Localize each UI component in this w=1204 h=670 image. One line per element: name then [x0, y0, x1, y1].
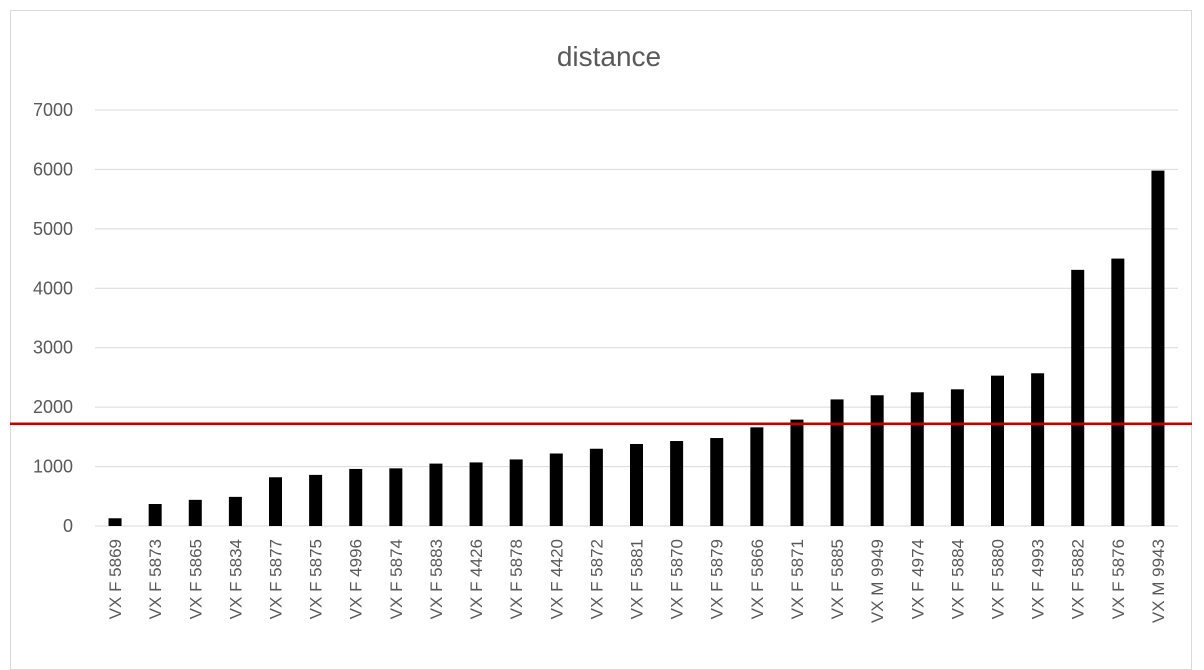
- bar: [509, 459, 523, 526]
- bar: [991, 375, 1004, 526]
- x-axis-ticks: VX F 5869 VX F 5873 VX F 5865 VX F 5834 VX F…: [106, 539, 1168, 623]
- y-tick-label: 2000: [33, 397, 73, 417]
- x-tick-label: VX F 5834: [226, 539, 245, 619]
- bar: [1031, 373, 1045, 526]
- bar: [750, 427, 764, 526]
- x-tick-label: VX F 5877: [267, 539, 286, 619]
- bar: [790, 419, 804, 526]
- x-tick-label: VX F 5873: [146, 539, 165, 619]
- bar: [870, 395, 884, 526]
- x-tick-label: VX F 5871: [788, 539, 807, 619]
- x-tick-label: VX F 5882: [1069, 539, 1088, 619]
- y-axis-ticks: 0 1000 2000 3000 4000 5000 6000 7000: [33, 100, 73, 536]
- y-tick-label: 4000: [33, 278, 73, 298]
- x-tick-label: VX M 9943: [1149, 539, 1168, 623]
- bar: [1111, 258, 1125, 526]
- bar: [389, 468, 403, 526]
- y-tick-label: 5000: [33, 219, 73, 239]
- x-tick-label: VX F 4996: [347, 539, 366, 619]
- x-tick-label: VX F 5878: [507, 539, 526, 619]
- bar: [108, 518, 122, 526]
- x-tick-label: VX F 4974: [908, 539, 927, 619]
- x-tick-label: VX F 4426: [467, 539, 486, 619]
- x-tick-label: VX F 5876: [1109, 539, 1128, 619]
- x-tick-label: VX F 5883: [427, 539, 446, 619]
- x-tick-label: VX F 5869: [106, 539, 125, 619]
- bar: [630, 443, 643, 526]
- bar: [429, 463, 443, 526]
- y-tick-label: 1000: [33, 457, 73, 477]
- bar: [670, 441, 684, 526]
- bar: [589, 448, 603, 526]
- x-tick-label: VX F 5865: [186, 539, 205, 619]
- x-tick-label: VX F 4420: [547, 539, 566, 619]
- bars: [108, 170, 1165, 527]
- bar: [1071, 269, 1085, 526]
- x-tick-label: VX F 5884: [948, 539, 967, 619]
- chart-title: distance: [557, 41, 661, 72]
- bar: [309, 474, 323, 526]
- y-tick-label: 6000: [33, 159, 73, 179]
- bar: [549, 453, 563, 526]
- bar: [1151, 170, 1165, 527]
- x-tick-label: VX F 5880: [989, 539, 1008, 619]
- x-tick-label: VX F 5874: [387, 539, 406, 619]
- bar: [349, 468, 363, 526]
- x-tick-label: VX F 5872: [587, 539, 606, 619]
- x-tick-label: VX F 5875: [307, 539, 326, 619]
- bar: [910, 392, 924, 526]
- bar: [950, 389, 964, 526]
- bar: [148, 504, 162, 526]
- bar: [710, 438, 724, 526]
- bar: [830, 399, 844, 526]
- bar: [469, 462, 483, 526]
- x-tick-label: VX F 4993: [1029, 539, 1048, 619]
- x-tick-label: VX M 9949: [868, 539, 887, 623]
- bar: [269, 477, 282, 526]
- bar: [228, 496, 242, 526]
- y-tick-label: 3000: [33, 338, 73, 358]
- chart-frame: [10, 10, 1192, 670]
- y-tick-label: 7000: [33, 100, 73, 120]
- x-tick-label: VX F 5870: [668, 539, 687, 619]
- x-tick-label: VX F 5885: [828, 539, 847, 619]
- y-tick-label: 0: [63, 516, 73, 536]
- x-tick-label: VX F 5879: [708, 539, 727, 619]
- bar: [188, 499, 202, 526]
- x-tick-label: VX F 5866: [748, 539, 767, 619]
- x-tick-label: VX F 5881: [628, 539, 647, 619]
